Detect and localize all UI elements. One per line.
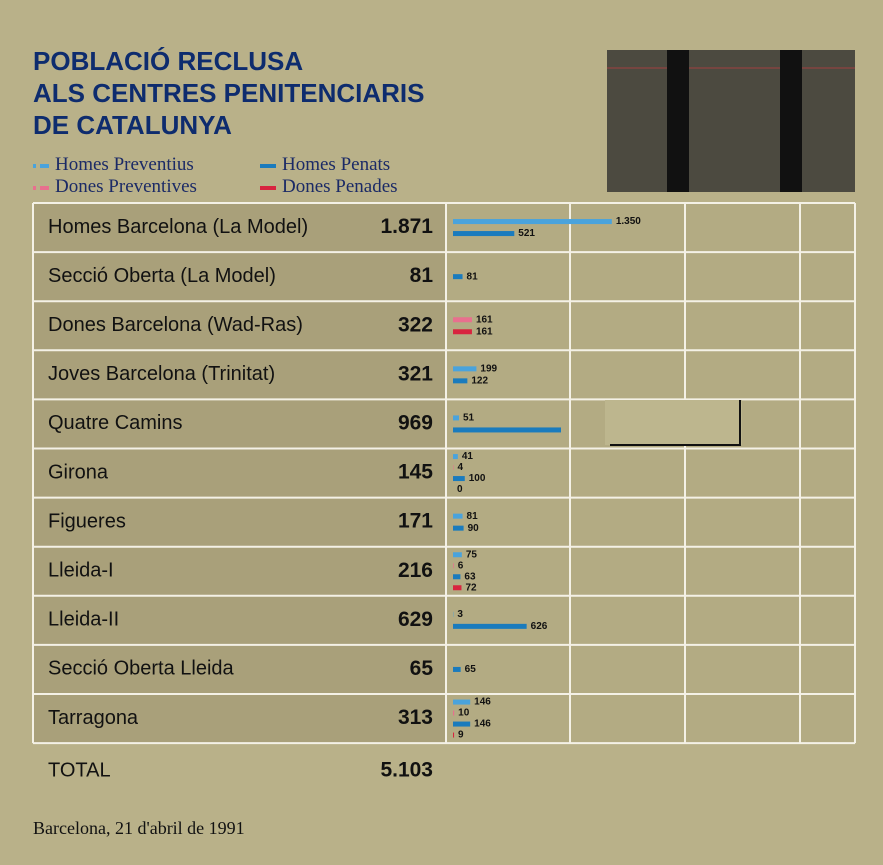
bar [453, 667, 461, 672]
value-label: 72 [465, 582, 477, 593]
footnote: Barcelona, 21 d'abril de 1991 [33, 818, 245, 838]
value-label: 161 [476, 326, 493, 337]
value-label: 81 [467, 511, 479, 522]
row-total: 629 [398, 608, 433, 631]
legend-swatch [40, 164, 49, 168]
value-label: 81 [467, 271, 479, 282]
row-total: 313 [398, 706, 433, 729]
photo [607, 50, 855, 192]
category-label: Quatre Camins [48, 412, 183, 434]
category-label: Joves Barcelona (Trinitat) [48, 363, 275, 385]
row-total: 1.871 [380, 215, 433, 238]
row-total: 969 [398, 411, 433, 434]
bar [453, 722, 470, 727]
value-label: 63 [464, 571, 476, 582]
value-label: 3 [457, 609, 463, 620]
category-label: Secció Oberta (La Model) [48, 265, 276, 287]
legend-swatch [260, 186, 276, 190]
value-label: 6 [458, 560, 464, 571]
bar [453, 574, 460, 579]
bar [453, 624, 527, 629]
bar [453, 329, 472, 334]
legend-label: Dones Preventives [55, 176, 197, 197]
bar [453, 231, 514, 236]
value-label: 90 [468, 523, 480, 534]
chart-title: POBLACIÓ RECLUSA [33, 46, 303, 76]
bar [453, 552, 462, 557]
value-label: 1.350 [616, 216, 641, 227]
value-label: 122 [471, 375, 488, 386]
row-total: 65 [410, 657, 434, 680]
row-total: 216 [398, 559, 433, 582]
value-label: 100 [469, 473, 486, 484]
bar [453, 219, 612, 224]
value-label: 199 [480, 363, 497, 374]
photo-detail [780, 50, 802, 192]
bar [453, 585, 461, 590]
bar [453, 700, 470, 705]
row-total: 81 [410, 264, 434, 287]
row-total: 171 [398, 510, 433, 533]
bar [453, 476, 465, 481]
bar [453, 454, 458, 459]
category-label: Figueres [48, 510, 126, 532]
category-label: Secció Oberta Lleida [48, 658, 235, 680]
bar [453, 427, 561, 432]
plot-band [446, 203, 855, 743]
bar [453, 366, 476, 371]
bar [453, 378, 467, 383]
bar [453, 711, 454, 716]
category-label: Dones Barcelona (Wad-Ras) [48, 314, 303, 336]
row-total: 321 [398, 362, 433, 385]
grand-total: 5.103 [380, 759, 433, 782]
legend-swatch [40, 186, 49, 190]
value-label: 146 [474, 719, 491, 730]
chart-title: ALS CENTRES PENITENCIARIS [33, 78, 425, 108]
category-label: Lleida-II [48, 609, 119, 631]
chart: POBLACIÓ RECLUSAALS CENTRES PENITENCIARI… [0, 0, 883, 865]
overlay-box [605, 400, 742, 445]
value-label: 521 [518, 228, 535, 239]
row-total: 145 [398, 461, 433, 484]
bar [453, 415, 459, 420]
category-label: Tarragona [48, 707, 139, 729]
legend-swatch [33, 164, 36, 168]
bar [453, 317, 472, 322]
bar [453, 563, 454, 568]
category-label: Lleida-I [48, 560, 114, 582]
value-label: 161 [476, 314, 493, 325]
bar [453, 733, 454, 738]
value-label: 75 [466, 549, 478, 560]
total-label: TOTAL [48, 759, 111, 781]
bar [453, 274, 463, 279]
value-label: 41 [462, 451, 474, 462]
value-label: 626 [531, 621, 548, 632]
legend-label: Dones Penades [282, 176, 398, 197]
legend-label: Homes Preventius [55, 154, 194, 175]
chart-title: DE CATALUNYA [33, 110, 232, 140]
category-label: Girona [48, 461, 109, 483]
legend-swatch [260, 164, 276, 168]
value-label: 51 [463, 413, 475, 424]
legend-label: Homes Penats [282, 154, 390, 175]
category-label: Homes Barcelona (La Model) [48, 216, 308, 238]
legend-swatch [33, 186, 36, 190]
value-label: 0 [457, 484, 463, 495]
value-label: 146 [474, 697, 491, 708]
bar [453, 526, 464, 531]
value-label: 9 [458, 730, 464, 741]
photo-detail [667, 50, 689, 192]
bar [453, 514, 463, 519]
value-label: 10 [458, 708, 470, 719]
row-total: 322 [398, 313, 433, 336]
value-label: 65 [465, 664, 477, 675]
value-label: 4 [457, 462, 463, 473]
